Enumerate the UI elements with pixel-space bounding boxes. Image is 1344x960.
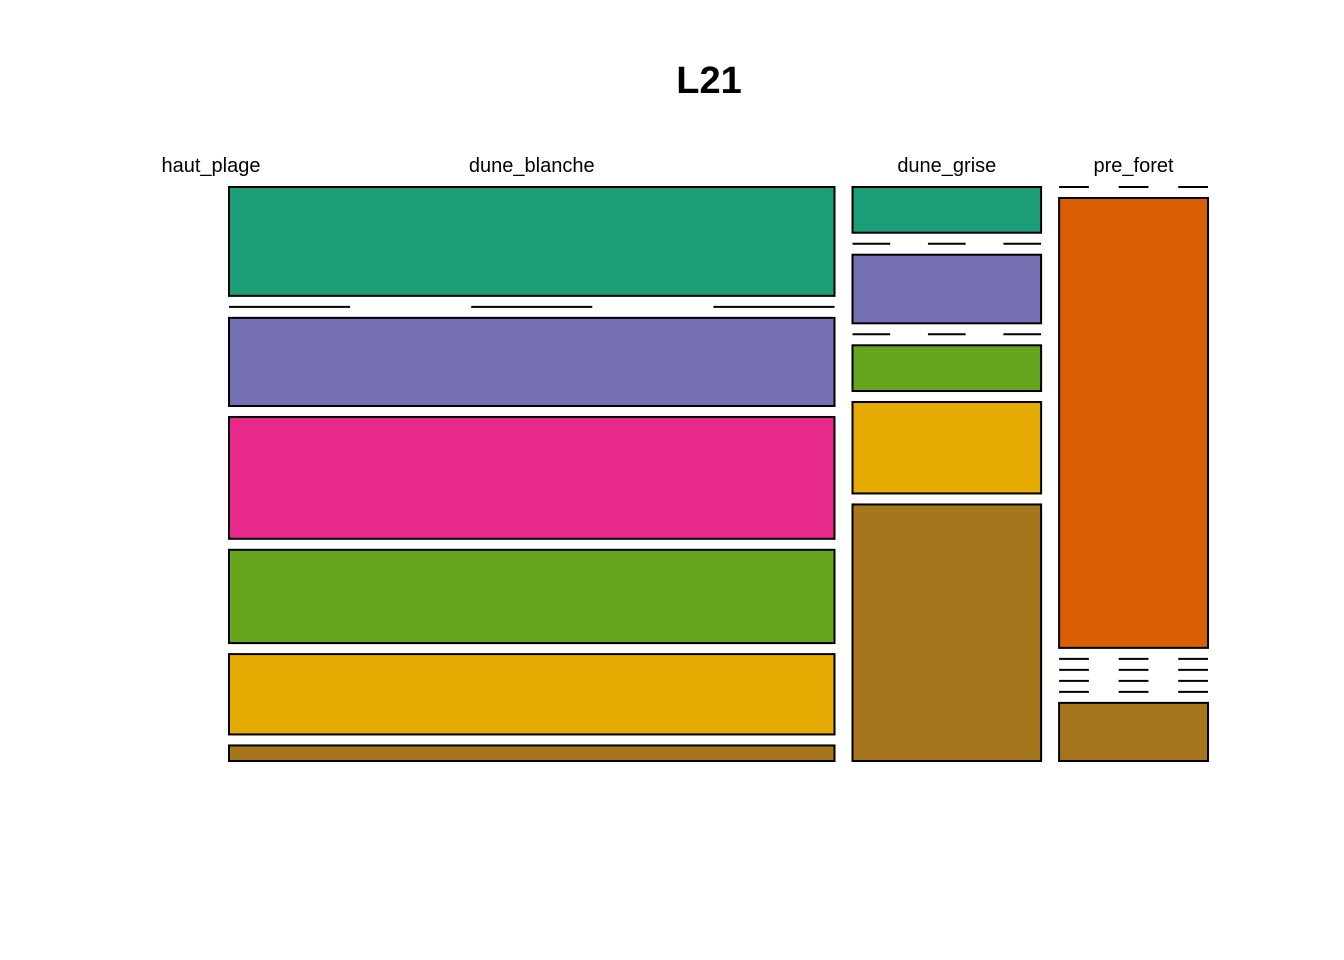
column-label-pre-foret: pre_foret [1094,155,1174,177]
mosaic-cell-dune-grise-cat5 [851,344,1043,393]
mosaic-cell-dune-grise-cat1 [851,186,1043,234]
mosaic-cell-dune-grise-cat3 [851,253,1043,325]
chart-title: L21 [676,60,741,102]
mosaic-cell-pre-foret-cat7 [1058,701,1209,763]
mosaic-cell-dune-blanche-cat6 [228,653,836,736]
column-label-dune-grise: dune_grise [897,155,996,177]
mosaic-cell-dune-blanche-cat7 [228,744,836,762]
column-label-haut-plage: haut_plage [162,155,261,177]
mosaic-cell-dune-grise-cat6 [851,401,1043,495]
column-label-dune-blanche: dune_blanche [469,155,595,177]
mosaic-cell-pre-foret-cat2 [1058,197,1209,649]
column-labels: haut_plage dune_blanche dune_grise pre_fore… [162,155,1175,177]
mosaic-cells [228,186,1209,763]
mosaic-cell-dune-blanche-cat4 [228,415,836,540]
mosaic-cell-dune-blanche-cat5 [228,548,836,645]
mosaic-cell-dune-blanche-cat1 [228,186,836,297]
mosaic-cell-dune-grise-cat7 [851,503,1043,762]
mosaic-cell-dune-blanche-cat3 [228,316,836,407]
